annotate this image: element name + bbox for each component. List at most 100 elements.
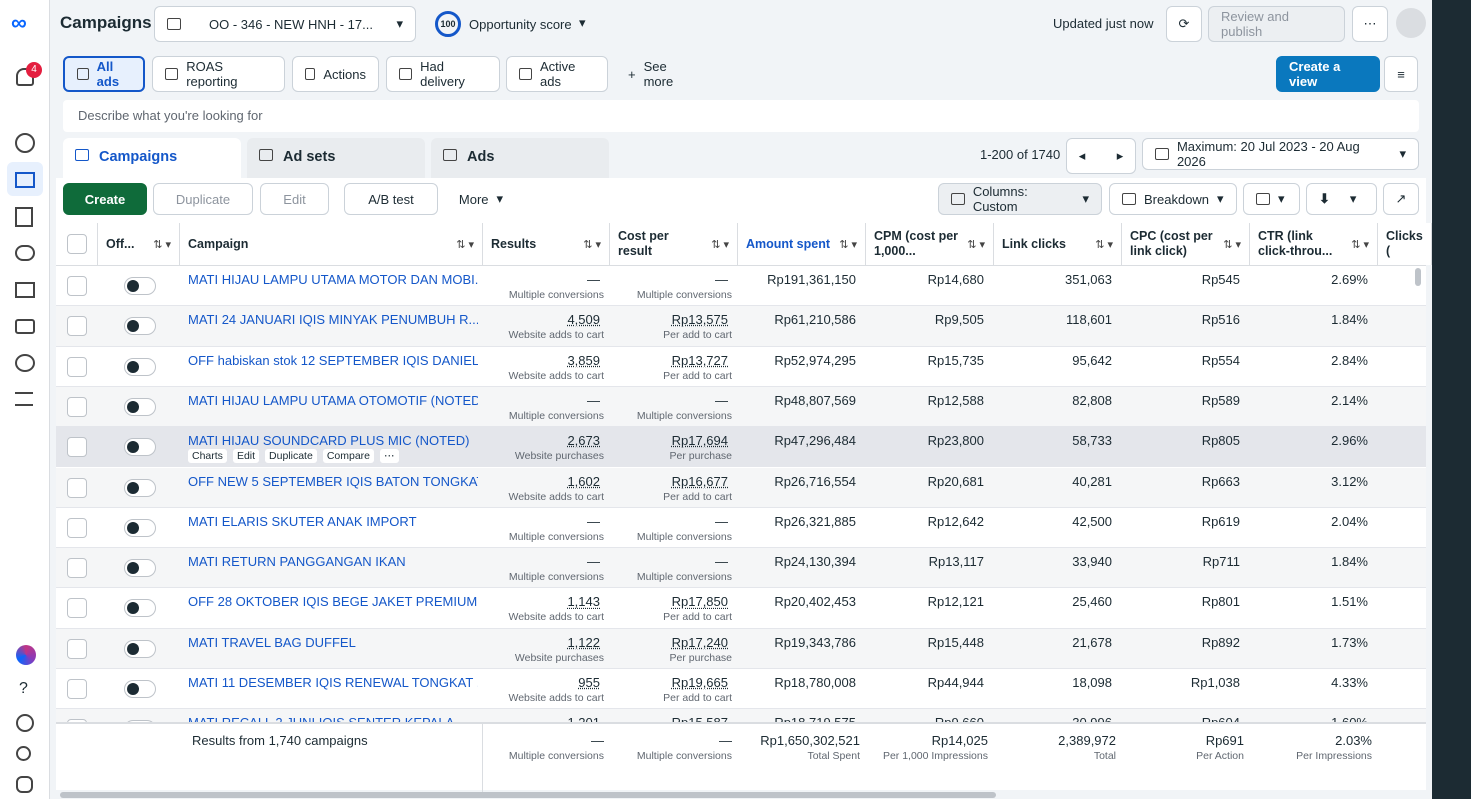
breakdown-button[interactable]: Breakdown ▾ xyxy=(1109,183,1237,215)
nav-icon[interactable] xyxy=(15,207,33,227)
campaign-name[interactable]: MATI TRAVEL BAG DUFFEL xyxy=(188,634,356,650)
nav-icon[interactable] xyxy=(15,392,33,406)
nav-icon[interactable] xyxy=(15,319,35,334)
table-row[interactable] xyxy=(56,709,1426,722)
sort-icon[interactable]: ⇅ ▾ xyxy=(839,238,857,251)
row-checkbox[interactable] xyxy=(67,396,87,417)
date-range[interactable]: Maximum: 20 Jul 2023 - 20 Aug 2026 ▾ xyxy=(1142,138,1419,170)
row-action[interactable]: Duplicate xyxy=(265,449,317,464)
campaign-name[interactable]: OFF 28 OKTOBER IQIS BEGE JAKET PREMIUM xyxy=(188,594,478,610)
campaign-name[interactable]: MATI HIJAU SOUNDCARD PLUS MIC (NOTED) xyxy=(188,433,470,449)
v-scrollbar[interactable] xyxy=(1415,268,1421,286)
sort-icon[interactable]: ⇅ ▾ xyxy=(456,238,474,251)
campaign-name[interactable]: OFF habiskan stok 12 SEPTEMBER IQIS DANI… xyxy=(188,352,478,368)
sort-icon[interactable]: ⇅ ▾ xyxy=(1095,238,1113,251)
nav-icon[interactable] xyxy=(15,354,35,372)
level-tab[interactable]: Ads xyxy=(431,138,609,178)
campaign-name[interactable]: MATI ELARIS SKUTER ANAK IMPORT xyxy=(188,513,417,529)
view-tab[interactable]: All ads xyxy=(63,56,145,92)
table-row[interactable] xyxy=(56,548,1426,589)
bug-icon[interactable] xyxy=(16,776,33,793)
row-checkbox[interactable] xyxy=(67,276,87,296)
scrollbar[interactable] xyxy=(60,792,996,798)
review-publish-button[interactable]: Review and publish xyxy=(1208,6,1345,42)
pager[interactable]: ◂ ▸ xyxy=(1066,138,1136,174)
column-header[interactable]: Clicks ( xyxy=(1378,223,1432,265)
row-checkbox[interactable] xyxy=(67,679,87,699)
column-header[interactable]: Link clicks ⇅ ▾ xyxy=(994,223,1122,265)
table-row[interactable] xyxy=(56,669,1426,710)
campaign-name[interactable]: MATI 24 JANUARI IQIS MINYAK PENUMBUH R..… xyxy=(188,312,478,328)
row-checkbox[interactable] xyxy=(67,517,87,538)
row-checkbox[interactable] xyxy=(67,477,87,498)
dropdown-caret[interactable]: ▾ xyxy=(579,15,586,30)
status-toggle[interactable] xyxy=(124,680,156,698)
column-header[interactable]: Off... ⇅ ▾ xyxy=(98,223,180,265)
nav-icon[interactable] xyxy=(15,245,35,261)
nav-icon[interactable] xyxy=(15,172,35,188)
download-button[interactable]: ⬇ ▾ xyxy=(1306,183,1377,215)
sort-icon[interactable]: ⇅ ▾ xyxy=(583,238,601,251)
status-toggle[interactable] xyxy=(124,438,156,457)
row-checkbox[interactable] xyxy=(67,719,87,722)
table-row[interactable] xyxy=(56,266,1426,307)
row-checkbox[interactable] xyxy=(67,316,87,337)
row-checkbox[interactable] xyxy=(67,598,87,619)
search-icon[interactable] xyxy=(16,746,31,761)
view-settings[interactable]: ≡ xyxy=(1384,56,1418,92)
profile-avatar[interactable] xyxy=(1396,8,1426,38)
table-row[interactable] xyxy=(56,507,1426,549)
settings-icon[interactable] xyxy=(16,714,34,732)
search-box[interactable]: Describe what you're looking for xyxy=(63,100,1419,132)
columns-button[interactable]: Columns: Custom ▾ xyxy=(938,183,1102,215)
toolbar-button[interactable]: A/B test xyxy=(344,183,438,215)
campaign-name[interactable]: MATI HIJAU LAMPU UTAMA OTOMOTIF (NOTED) xyxy=(188,392,478,408)
column-header[interactable]: Results ⇅ ▾ xyxy=(483,223,610,265)
status-toggle[interactable] xyxy=(124,559,156,578)
select-all-checkbox[interactable] xyxy=(67,234,87,254)
row-checkbox[interactable] xyxy=(67,558,87,579)
table-row[interactable] xyxy=(56,346,1426,387)
table-row[interactable] xyxy=(56,588,1426,629)
row-action[interactable]: Charts xyxy=(188,449,227,464)
refresh-button[interactable]: ⟳ xyxy=(1166,6,1202,42)
sort-icon[interactable]: ⇅ ▾ xyxy=(153,238,171,251)
column-header[interactable]: Campaign ⇅ ▾ xyxy=(180,223,483,265)
campaign-name[interactable]: OFF NEW 5 SEPTEMBER IQIS BATON TONGKAT xyxy=(188,473,478,489)
campaign-name[interactable]: MATI RECALL 2 JUNI IQIS SENTER KEPALA... xyxy=(188,715,478,722)
toolbar-button[interactable]: Create xyxy=(63,183,147,215)
column-header[interactable]: CPC (cost per link click) ⇅ ▾ xyxy=(1122,223,1250,265)
table-row[interactable] xyxy=(56,306,1426,347)
sort-icon[interactable]: ⇅ ▾ xyxy=(1351,238,1369,251)
see-more[interactable]: + See more xyxy=(616,56,706,92)
view-tab[interactable]: ROAS reporting xyxy=(152,56,285,92)
table-row[interactable] xyxy=(56,427,1426,468)
create-view-button[interactable]: Create a view xyxy=(1276,56,1380,92)
column-header[interactable]: Cost per result ⇅ ▾ xyxy=(610,223,738,265)
level-tab[interactable]: Ad sets xyxy=(247,138,425,178)
toolbar-button[interactable]: Edit xyxy=(260,183,329,215)
column-header[interactable]: CPM (cost per 1,000... ⇅ ▾ xyxy=(866,223,994,265)
status-toggle[interactable] xyxy=(124,397,156,416)
chart-button[interactable]: ↗ xyxy=(1383,183,1419,215)
opportunity-score[interactable]: 100 xyxy=(435,11,461,37)
active-nav[interactable] xyxy=(7,162,43,196)
campaign-name[interactable]: MATI 11 DESEMBER IQIS RENEWAL TONGKAT ..… xyxy=(188,675,478,690)
view-tab[interactable]: Active ads xyxy=(506,56,608,92)
status-toggle[interactable] xyxy=(124,317,156,336)
view-tab[interactable]: Actions xyxy=(292,56,379,92)
row-action[interactable]: Edit xyxy=(232,449,260,464)
status-toggle[interactable] xyxy=(124,639,156,658)
column-header[interactable]: Amount spent ⇅ ▾ xyxy=(738,223,866,265)
status-toggle[interactable] xyxy=(124,277,156,295)
status-toggle[interactable] xyxy=(124,599,156,618)
campaign-name[interactable]: MATI RETURN PANGGANGAN IKAN xyxy=(188,554,406,570)
meta-logo[interactable]: ∞ xyxy=(11,10,27,35)
status-toggle[interactable] xyxy=(124,357,156,376)
ai-icon[interactable] xyxy=(16,645,36,665)
sort-icon[interactable]: ⇅ ▾ xyxy=(967,238,985,251)
status-toggle[interactable] xyxy=(124,478,156,497)
table-row[interactable] xyxy=(56,628,1426,669)
sort-icon[interactable]: ⇅ ▾ xyxy=(1223,238,1241,251)
table-row[interactable] xyxy=(56,467,1426,508)
